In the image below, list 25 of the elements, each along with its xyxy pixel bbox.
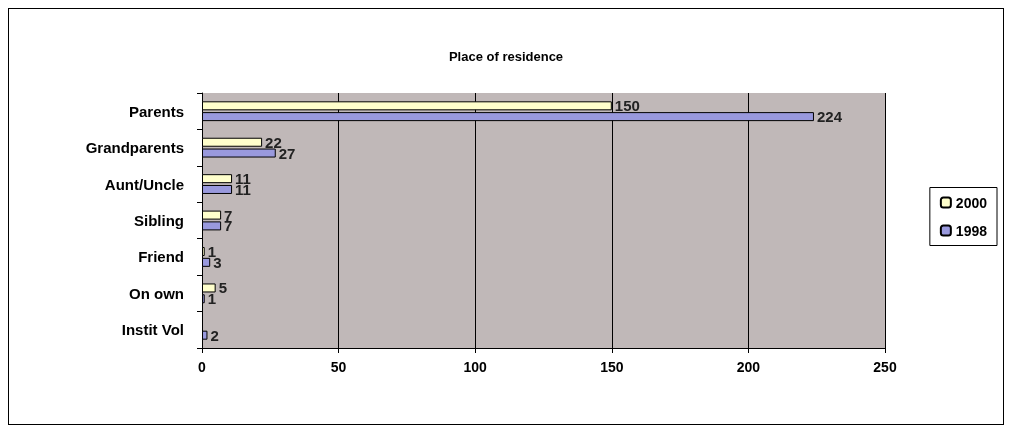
y-tick-label: On own xyxy=(129,284,184,302)
bar xyxy=(202,174,233,184)
x-tick-label: 50 xyxy=(330,359,347,375)
x-tick-label: 100 xyxy=(463,359,488,375)
bar xyxy=(202,184,233,194)
data-label: 150 xyxy=(614,97,640,115)
x-tick-label: 250 xyxy=(873,359,897,375)
legend-label: 1998 xyxy=(955,222,988,239)
y-tick-label: Sibling xyxy=(134,212,184,229)
y-tick-label: Aunt/Uncle xyxy=(104,175,184,193)
data-label: 1 xyxy=(207,290,217,308)
y-tick-label: Instit Vol xyxy=(121,321,184,339)
x-tick-label: 200 xyxy=(736,359,761,375)
bar xyxy=(202,330,208,340)
legend-label: 2000 xyxy=(955,194,988,211)
data-label: 2 xyxy=(210,326,219,344)
y-tick-label: Grandparents xyxy=(85,139,184,157)
data-label: 224 xyxy=(816,108,843,126)
y-tick-label: Parents xyxy=(128,102,184,120)
data-label: 5 xyxy=(218,279,227,297)
y-tick-label: Friend xyxy=(138,248,184,266)
x-tick-label: 0 xyxy=(198,359,207,375)
chart-title: Place of residence xyxy=(448,49,564,64)
x-tick-label: 150 xyxy=(600,359,624,375)
bar xyxy=(202,257,211,267)
